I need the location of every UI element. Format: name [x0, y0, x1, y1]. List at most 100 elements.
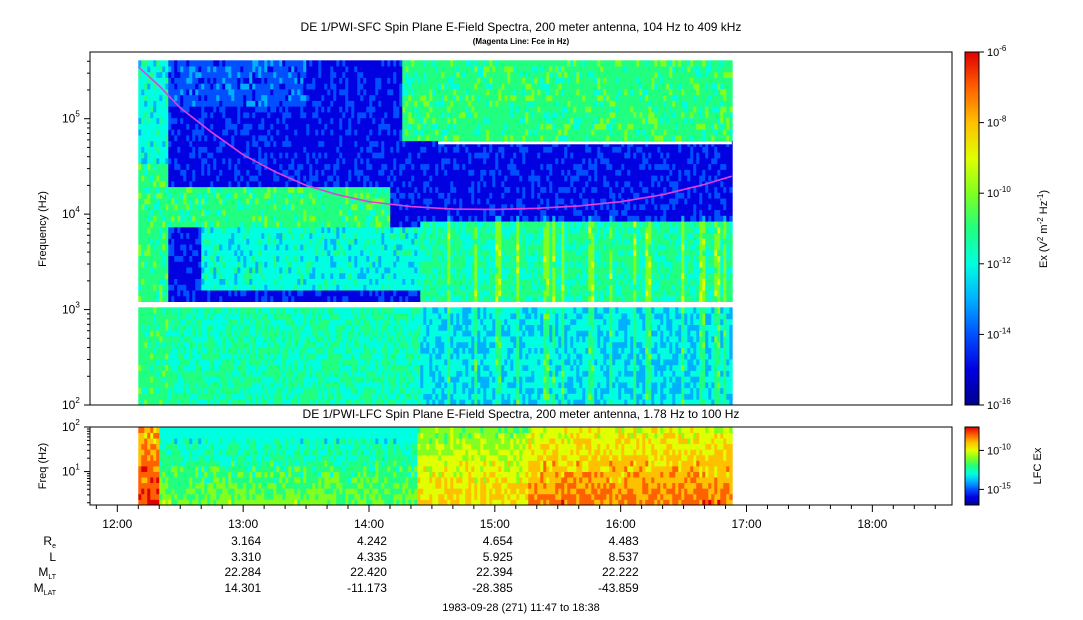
- spectrogram-cell: [324, 117, 328, 124]
- spectrogram-cell: [291, 387, 295, 394]
- spectrogram-cell: [378, 146, 382, 153]
- spectrogram-cell: [255, 353, 259, 360]
- spectrogram-cell: [315, 112, 319, 119]
- spectrogram-cell: [309, 284, 313, 291]
- spectrogram-cell: [186, 267, 190, 274]
- spectrogram-cell: [363, 370, 367, 377]
- spectrogram-cell: [282, 359, 286, 366]
- spectrogram-cell: [252, 313, 256, 320]
- spectrogram-cell: [249, 284, 253, 291]
- spectrogram-cell: [189, 221, 193, 228]
- spectrogram-cell: [234, 180, 238, 188]
- spectrogram-cell: [273, 135, 277, 142]
- spectrogram-cell: [339, 215, 343, 222]
- spectrogram-cell: [147, 387, 151, 394]
- spectrogram-cell: [198, 232, 202, 239]
- spectrogram-cell: [285, 318, 289, 325]
- spectrogram-cell: [318, 307, 322, 314]
- spectrogram-cell: [324, 226, 328, 234]
- spectrogram-cell: [177, 135, 181, 142]
- spectrogram-cell: [246, 60, 250, 67]
- spectrogram-cell: [345, 157, 349, 165]
- spectrogram-cell: [210, 83, 214, 90]
- spectrogram-cell: [138, 267, 142, 274]
- spectrogram-cell: [252, 347, 256, 354]
- spectrogram-cell: [234, 135, 238, 142]
- spectrogram-cell: [228, 221, 232, 228]
- spectrogram-cell: [249, 232, 253, 239]
- spectrogram-cell: [360, 66, 364, 73]
- spectrogram-cell: [186, 221, 190, 228]
- spectrogram-cell: [243, 209, 247, 216]
- spectrogram-cell: [153, 226, 157, 234]
- spectrogram-cell: [291, 318, 295, 325]
- spectrogram-cell: [276, 313, 280, 320]
- spectrogram-cell: [288, 180, 292, 188]
- spectrogram-cell: [306, 267, 310, 274]
- spectrogram-cell: [228, 255, 232, 262]
- spectrogram-cell: [279, 157, 283, 165]
- spectrogram-cell: [246, 169, 250, 176]
- spectrogram-cell: [201, 382, 205, 389]
- spectrogram-cell: [213, 261, 217, 268]
- spectrogram-cell: [357, 203, 361, 211]
- spectrogram-cell: [306, 221, 310, 228]
- spectrogram-cell: [288, 83, 292, 90]
- spectrogram-cell: [312, 364, 316, 371]
- spectrogram-cell: [303, 215, 307, 222]
- spectrogram-cell: [186, 376, 190, 383]
- spectrogram-cell: [366, 267, 370, 274]
- spectrogram-cell: [216, 387, 220, 394]
- spectrogram-cell: [372, 255, 376, 262]
- spectrogram-cell: [153, 117, 157, 124]
- spectrogram-cell: [276, 66, 280, 73]
- spectrogram-cell: [345, 152, 349, 159]
- spectrogram-cell: [159, 364, 163, 371]
- spectrogram-cell: [213, 203, 217, 211]
- spectrogram-cell: [210, 307, 214, 314]
- spectrogram-cell: [306, 376, 310, 383]
- spectrogram-cell: [378, 244, 382, 251]
- spectrogram-cell: [267, 267, 271, 274]
- spectrogram-cell: [306, 117, 310, 124]
- spectrogram-cell: [381, 192, 385, 199]
- spectrogram-cell: [189, 313, 193, 320]
- spectrogram-cell: [387, 382, 391, 389]
- spectrogram-cell: [171, 261, 175, 268]
- spectrogram-cell: [339, 307, 343, 314]
- spectrogram-cell: [165, 249, 169, 257]
- spectrogram-cell: [327, 238, 331, 245]
- spectrogram-cell: [198, 382, 202, 389]
- spectrogram-cell: [270, 221, 274, 228]
- spectrogram-cell: [243, 341, 247, 348]
- spectrogram-cell: [276, 370, 280, 377]
- spectrogram-cell: [228, 135, 232, 142]
- spectrogram-cell: [171, 71, 175, 78]
- spectrogram-cell: [384, 198, 388, 205]
- spectrogram-cell: [351, 376, 355, 383]
- spectrogram-cell: [162, 393, 166, 400]
- spectrogram-cell: [192, 295, 196, 302]
- spectrogram-cell: [342, 364, 346, 371]
- spectrogram-cell: [360, 382, 364, 389]
- spectrogram-cell: [348, 347, 352, 354]
- spectrogram-cell: [261, 123, 265, 130]
- spectrogram-cell: [261, 135, 265, 142]
- spectrogram-cell: [342, 336, 346, 343]
- spectrogram-cell: [348, 112, 352, 119]
- spectrogram-cell: [339, 232, 343, 239]
- spectrogram-cell: [342, 353, 346, 360]
- spectrogram-cell: [165, 313, 169, 320]
- spectrogram-cell: [333, 393, 337, 400]
- spectrogram-cell: [318, 364, 322, 371]
- spectrogram-cell: [240, 89, 244, 96]
- spectrogram-cell: [357, 83, 361, 90]
- spectrogram-cell: [156, 232, 160, 239]
- spectrogram-cell: [198, 353, 202, 360]
- spectrogram-cell: [273, 89, 277, 96]
- spectrogram-cell: [345, 336, 349, 343]
- spectrogram-cell: [195, 261, 199, 268]
- spectrogram-cell: [183, 284, 187, 291]
- spectrogram-cell: [237, 364, 241, 371]
- spectrogram-cell: [159, 157, 163, 165]
